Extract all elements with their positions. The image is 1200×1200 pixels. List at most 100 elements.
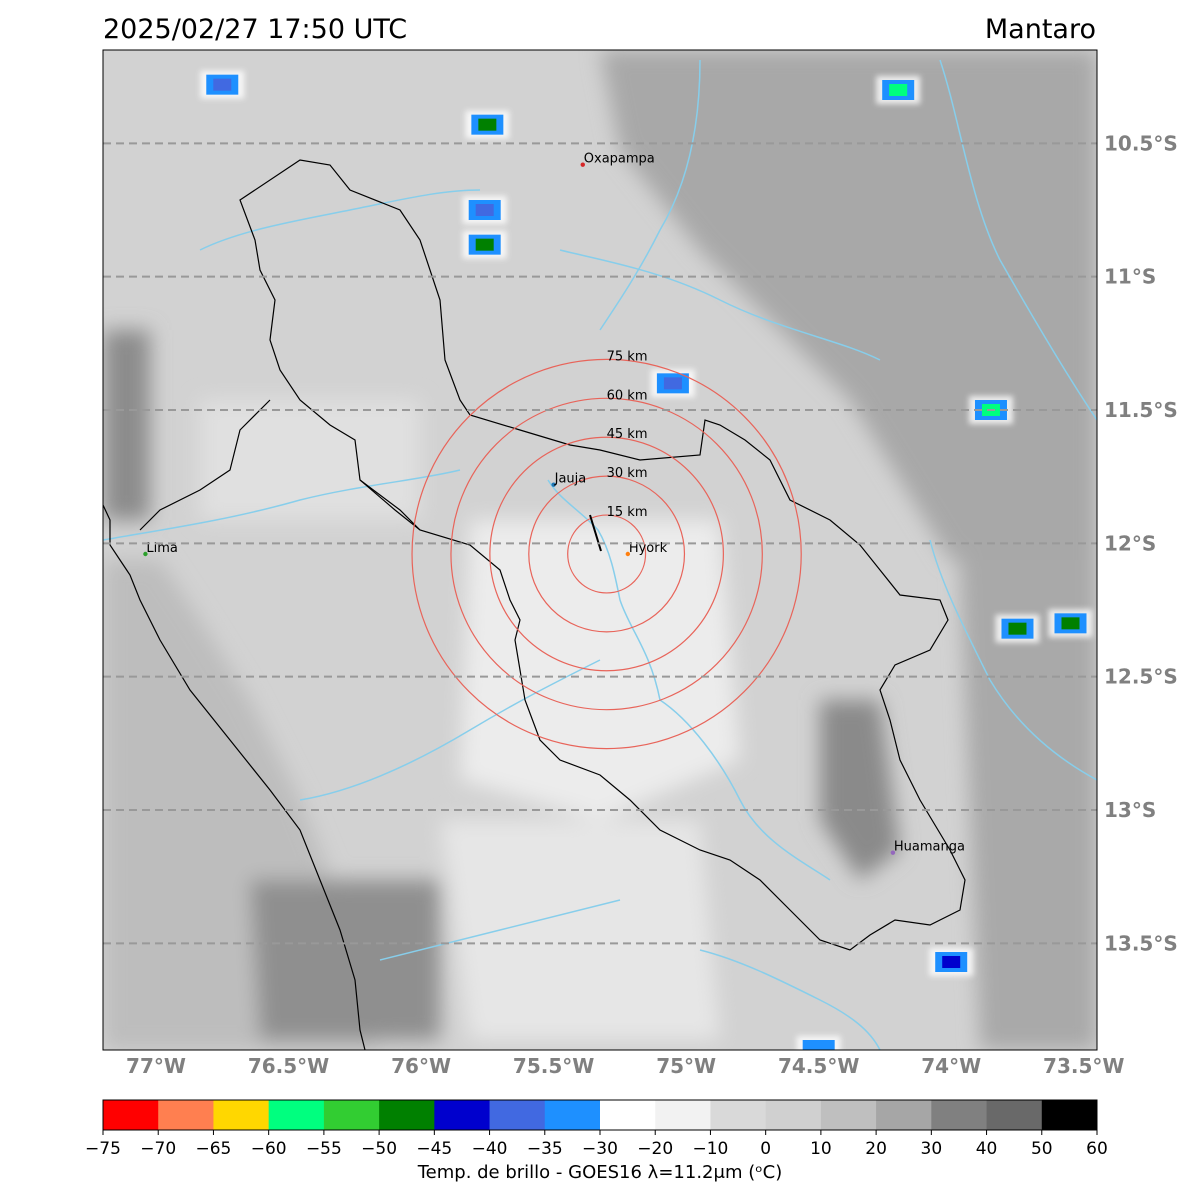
- mantaro-river: [547, 479, 661, 701]
- storm-cell-core: [1061, 617, 1080, 630]
- storm-cell-core: [213, 78, 232, 91]
- colorbar-segment: [876, 1100, 932, 1130]
- river-segment: [929, 539, 1097, 781]
- colorbar-segment: [544, 1100, 601, 1130]
- range-ring: [450, 397, 763, 711]
- colorbar-tick-label: −10: [692, 1139, 728, 1159]
- range-ring-label: 75 km: [607, 349, 648, 364]
- colorbar-tick-label: −30: [582, 1139, 618, 1159]
- colorbar-tick-label: 60: [1086, 1139, 1108, 1159]
- colorbar-segment: [103, 1100, 159, 1130]
- colorbar-tick-label: 0: [760, 1139, 771, 1159]
- colorbar-tick-label: 10: [810, 1139, 832, 1159]
- city-label: Jauja: [554, 472, 587, 487]
- colorbar-tick-label: −45: [416, 1139, 452, 1159]
- colorbar-segment: [986, 1100, 1043, 1130]
- colorbar-tick-label: −20: [637, 1139, 673, 1159]
- west-bright-area: [200, 400, 420, 520]
- colorbar-tick-label: −40: [472, 1139, 508, 1159]
- river-segment: [103, 469, 461, 541]
- range-ring: [411, 358, 802, 750]
- lon-tick-label: 76°W: [391, 1054, 451, 1078]
- storm-cell-core: [475, 204, 494, 216]
- storm-cell-core: [478, 118, 497, 131]
- river-segment: [699, 949, 881, 1050]
- lat-tick-label: 11°S: [1104, 265, 1156, 289]
- colorbar-tick-label: 40: [976, 1139, 998, 1159]
- storm-cells: [200, 70, 1093, 1050]
- colorbar-tick-label: −75: [85, 1139, 121, 1159]
- colorbar-segment: [820, 1100, 877, 1130]
- lat-tick-label: 10.5°S: [1104, 131, 1178, 155]
- region-title: Mantaro: [984, 14, 1096, 45]
- river-segment: [939, 59, 1097, 421]
- storm-cell-core: [809, 1044, 828, 1050]
- colorbar-tick-label: 20: [865, 1139, 887, 1159]
- storm-cell-core: [475, 238, 494, 251]
- colorbar: [102, 1099, 1098, 1131]
- city-marker: [580, 162, 585, 167]
- colorbar-segment: [379, 1100, 435, 1130]
- colorbar-segment: [765, 1100, 822, 1130]
- colorbar-segment: [655, 1100, 711, 1130]
- colorbar-tick-label: −65: [195, 1139, 231, 1159]
- colorbar-segment: [158, 1100, 214, 1130]
- city-label: Oxapampa: [584, 152, 655, 167]
- storm-cell-core: [889, 84, 908, 96]
- lon-tick-label: 73.5°W: [1043, 1054, 1124, 1078]
- map-frame: [102, 49, 1098, 1051]
- colorbar-segment: [1041, 1100, 1098, 1130]
- colorbar-segment: [434, 1100, 491, 1130]
- city-label: Hyork: [629, 541, 668, 556]
- rivers: [103, 59, 1097, 1050]
- range-rings: 15 km 30 km 45 km 60 km 75 km: [411, 349, 802, 750]
- datetime-title: 2025/02/27 17:50 UTC: [103, 14, 408, 45]
- colorbar-tick-label: 50: [1031, 1139, 1053, 1159]
- lon-tick-label: 75°W: [656, 1054, 716, 1078]
- river-segment: [199, 189, 481, 251]
- lon-tick-label: 74°W: [921, 1054, 981, 1078]
- city-marker: [625, 551, 631, 557]
- lat-tick-label: 12°S: [1104, 531, 1156, 555]
- lon-tick-label: 75.5°W: [513, 1054, 594, 1078]
- colorbar-segment: [268, 1100, 325, 1130]
- city-markers: Oxapampa Jauja Hyork Lima Huamanga: [143, 152, 965, 855]
- terrain-shading: [103, 50, 1097, 1050]
- lon-tick-label: 74.5°W: [778, 1054, 859, 1078]
- lat-tick-label: 13°S: [1104, 798, 1156, 822]
- lat-gridlines: [103, 142, 1097, 945]
- coastline: [103, 504, 366, 1050]
- range-ring-label: 60 km: [607, 388, 648, 403]
- lat-tick-label: 11.5°S: [1104, 398, 1178, 422]
- range-ring-label: 30 km: [607, 466, 648, 481]
- colorbar-segment: [600, 1100, 656, 1130]
- storm-cell-core: [942, 956, 961, 968]
- southwest-dark-area: [250, 880, 440, 1040]
- south-bright-area: [440, 820, 720, 1040]
- river-segment: [379, 899, 621, 961]
- river-segment: [599, 59, 701, 331]
- colorbar-tick-label: 30: [921, 1139, 943, 1159]
- lon-axis-labels: 77°W 76.5°W 76°W 75.5°W 75°W 74.5°W 74°W 73.5°W: [126, 1054, 1124, 1078]
- storm-cell-core: [1008, 622, 1027, 635]
- lat-tick-label: 12.5°S: [1104, 665, 1178, 689]
- colorbar-tick-label: −70: [140, 1139, 176, 1159]
- colorbar-segment: [213, 1100, 270, 1130]
- city-label: Lima: [146, 541, 177, 556]
- valley-dark-area: [820, 700, 900, 880]
- colorbar-tick-label: −60: [251, 1139, 287, 1159]
- coastal-dark-area: [103, 330, 150, 520]
- colorbar-tick-label: −55: [306, 1139, 342, 1159]
- colorbar-segment: [489, 1100, 546, 1130]
- storm-cell-core: [663, 377, 682, 390]
- lat-axis-labels: 10.5°S 11°S 11.5°S 12°S 12.5°S 13°S 13.5°S: [1104, 131, 1178, 955]
- river-segment: [299, 659, 601, 801]
- range-ring-label: 15 km: [607, 505, 648, 520]
- city-label: Huamanga: [894, 840, 965, 855]
- colorbar-tick-label: −50: [361, 1139, 397, 1159]
- city-marker: [551, 482, 556, 487]
- satellite-image: 15 km 30 km 45 km 60 km 75 km Oxapampa Jauja H…: [103, 50, 1097, 1050]
- subbasin-boundary: [359, 479, 421, 531]
- colorbar-label: Temp. de brillo - GOES16 λ=11.2μm (ᵒC): [417, 1162, 783, 1183]
